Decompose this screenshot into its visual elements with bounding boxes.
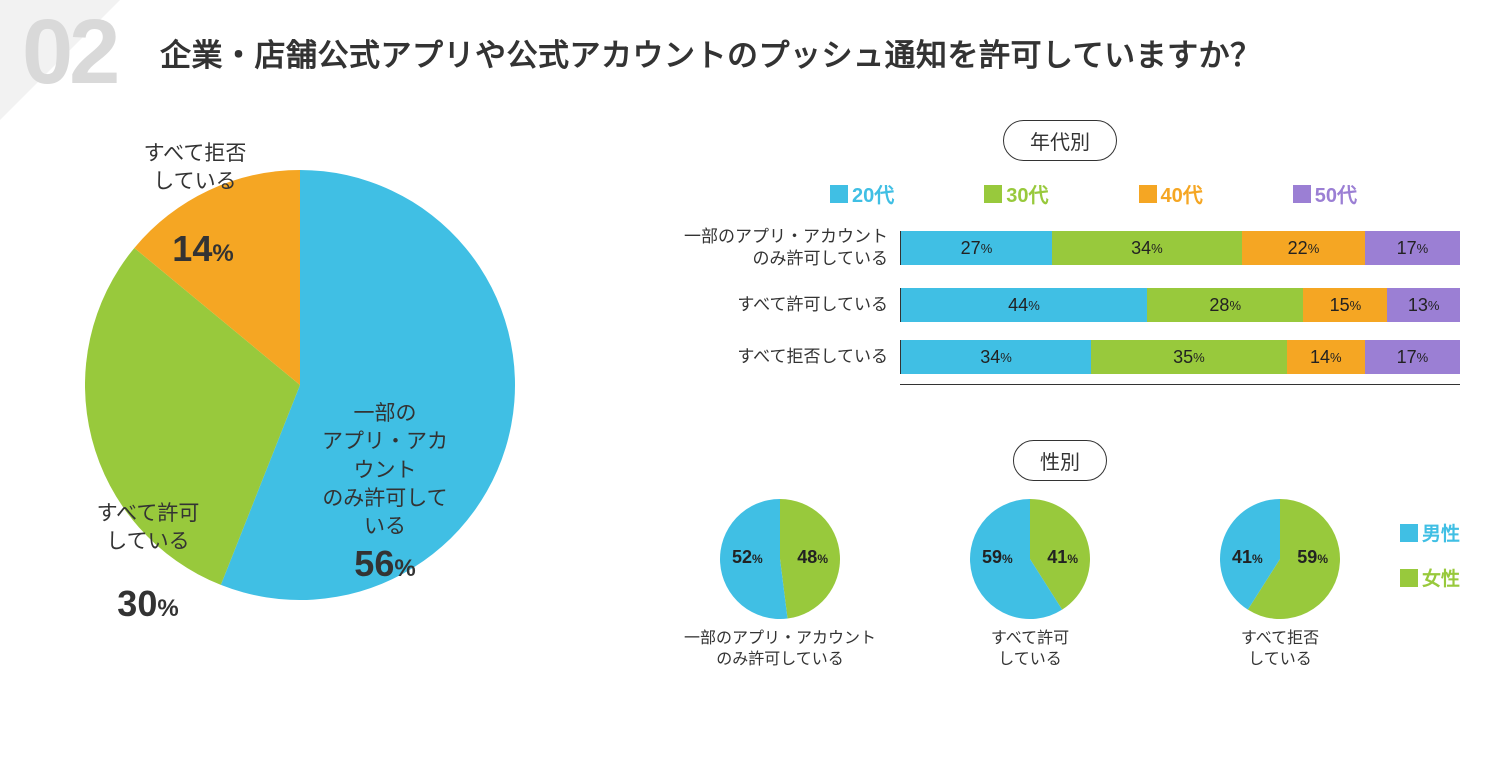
pie-slice-label: すべて許可している [97, 500, 200, 557]
gender-male-pct: 41% [1232, 547, 1263, 568]
age-bar: 27%34%22%17% [900, 231, 1460, 265]
age-bar-segment: 14% [1287, 340, 1365, 374]
age-bar-row: すべて許可している44%28%15%13% [660, 288, 1460, 322]
gender-legend-item: 男性 [1400, 519, 1460, 546]
age-bar-segment: 35% [1091, 340, 1287, 374]
age-bar-segment: 22% [1242, 231, 1365, 265]
pie-slice-percent: 14% [172, 225, 233, 274]
gender-legend-item: 女性 [1400, 564, 1460, 591]
age-bar-segment: 17% [1365, 231, 1460, 265]
age-legend-item: 20代 [830, 179, 894, 208]
gender-pie: 41% 59% すべて拒否している [1180, 499, 1380, 671]
gender-pie: 52% 48% 一部のアプリ・アカウントのみ許可している [680, 499, 880, 671]
gender-pies: 52% 48% 一部のアプリ・アカウントのみ許可している 59% 41% すべて許可してい… [680, 499, 1460, 671]
age-legend-item: 50代 [1293, 179, 1357, 208]
gender-pie-caption: 一部のアプリ・アカウントのみ許可している [684, 629, 876, 671]
gender-male-pct: 59% [982, 547, 1013, 568]
pie-slice-label: 一部のアプリ・アカウントのみ許可している [320, 400, 450, 542]
age-bar-segment: 15% [1303, 288, 1387, 322]
gender-female-pct: 48% [797, 547, 828, 568]
age-bar-segment: 27% [901, 231, 1052, 265]
age-bar-segment: 17% [1365, 340, 1460, 374]
gender-female-pct: 59% [1297, 547, 1328, 568]
gender-female-pct: 41% [1047, 547, 1078, 568]
age-legend: 20代 30代 40代 50代 [830, 179, 1460, 208]
age-stacked-bars: 一部のアプリ・アカウントのみ許可している27%34%22%17%すべて許可してい… [660, 226, 1460, 385]
age-axis [900, 384, 1460, 385]
age-legend-item: 30代 [984, 179, 1048, 208]
pie-slice-percent: 56% [354, 540, 415, 589]
pie-slice-label: すべて拒否している [144, 140, 247, 197]
age-bar-segment: 34% [901, 340, 1091, 374]
age-bar-segment: 13% [1387, 288, 1460, 322]
pie-slice-percent: 30% [117, 580, 178, 629]
age-row-label: すべて許可している [660, 294, 900, 316]
age-bar: 34%35%14%17% [900, 340, 1460, 374]
page-title: 企業・店舗公式アプリや公式アカウントのプッシュ通知を許可していますか？ [160, 30, 1262, 75]
gender-heading: 性別 [1013, 440, 1107, 481]
gender-legend: 男性女性 [1400, 519, 1460, 609]
age-section: 年代別 20代 30代 40代 50代 一部のアプリ・アカウントのみ許可している27%… [660, 120, 1460, 385]
question-number: 02 [22, 0, 116, 105]
gender-pie: 59% 41% すべて許可している [930, 499, 1130, 671]
age-row-label: 一部のアプリ・アカウントのみ許可している [660, 226, 900, 270]
gender-pie-caption: すべて拒否している [1241, 629, 1319, 671]
age-bar-segment: 28% [1147, 288, 1304, 322]
age-bar-row: 一部のアプリ・アカウントのみ許可している27%34%22%17% [660, 226, 1460, 270]
age-bar-segment: 34% [1052, 231, 1242, 265]
gender-male-pct: 52% [732, 547, 763, 568]
gender-section: 性別 52% 48% 一部のアプリ・アカウントのみ許可している 59% 41% すべて許可… [660, 440, 1460, 671]
gender-pie-caption: すべて許可している [991, 629, 1069, 671]
age-heading: 年代別 [1003, 120, 1117, 161]
main-pie-chart: 一部のアプリ・アカウントのみ許可している56%すべて許可している30%すべて拒否… [85, 170, 515, 600]
age-bar-segment: 44% [901, 288, 1147, 322]
age-bar: 44%28%15%13% [900, 288, 1460, 322]
age-legend-item: 40代 [1139, 179, 1203, 208]
age-bar-row: すべて拒否している34%35%14%17% [660, 340, 1460, 374]
age-row-label: すべて拒否している [660, 346, 900, 368]
